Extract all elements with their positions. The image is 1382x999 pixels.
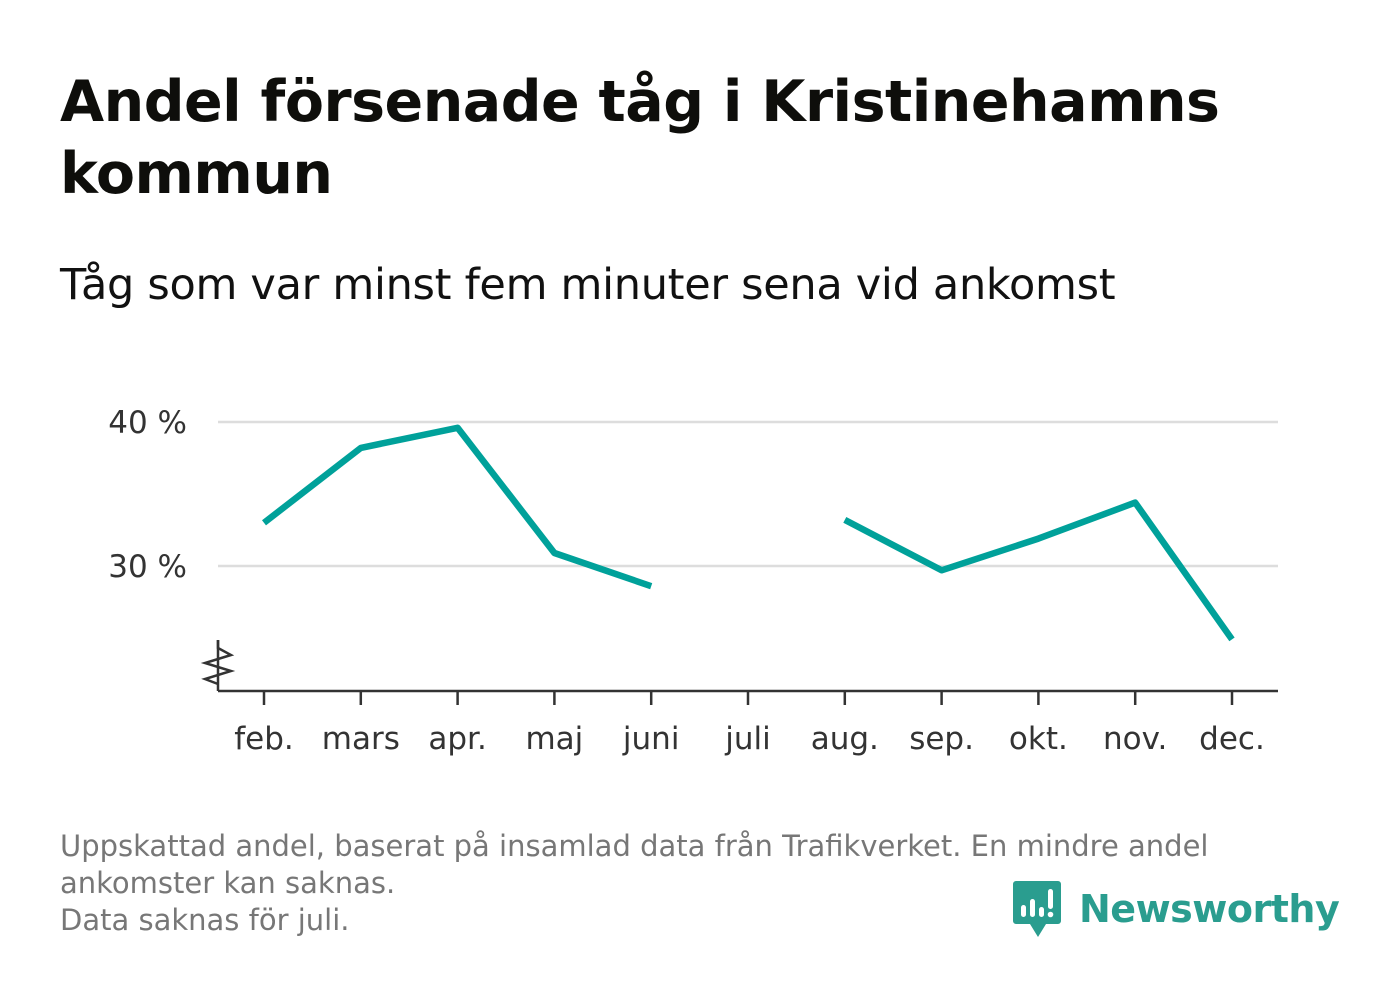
x-tick-label: dec. xyxy=(1199,721,1265,757)
footnote: Uppskattad andel, baserat på insamlad da… xyxy=(60,828,1320,939)
y-tick-label: 30 % xyxy=(108,549,187,585)
x-tick-label: apr. xyxy=(428,721,486,757)
x-tick-label: feb. xyxy=(234,721,294,757)
x-tick-label: sep. xyxy=(909,721,974,757)
brand-logo: Newsworthy xyxy=(1012,878,1340,940)
x-tick-label: okt. xyxy=(1009,721,1068,757)
x-tick-label: juli xyxy=(724,721,771,757)
series-line xyxy=(262,424,1235,642)
chart-subtitle: Tåg som var minst fem minuter sena vid a… xyxy=(60,260,1116,310)
gridlines xyxy=(218,420,1278,568)
x-tick-label: nov. xyxy=(1103,721,1167,757)
newsworthy-logo-icon xyxy=(1013,881,1061,937)
y-tick-label: 40 % xyxy=(108,405,187,441)
x-tick-label: maj xyxy=(525,721,583,757)
chart-title: Andel försenade tåg i Kristinehamns komm… xyxy=(60,69,1220,207)
x-axis xyxy=(200,640,1278,705)
data-series xyxy=(262,424,1235,642)
x-tick-label: aug. xyxy=(811,721,879,757)
line-chart: 30 % 40 % feb. mars apr. maj juni juli aug. sep.… xyxy=(108,405,1278,757)
footnote-line-2: ankomster kan saknas. xyxy=(60,866,396,900)
footnote-line-1: Uppskattad andel, baserat på insamlad da… xyxy=(60,829,1209,863)
brand-name: Newsworthy xyxy=(1079,887,1340,931)
x-tick-label: juni xyxy=(622,721,680,757)
axis-break-icon xyxy=(200,640,236,686)
footnote-line-3: Data saknas för juli. xyxy=(60,903,350,937)
y-axis-labels: 30 % 40 % xyxy=(108,405,187,585)
x-tick-label: mars xyxy=(322,721,400,757)
x-axis-labels: feb. mars apr. maj juni juli aug. sep. okt. nov. d… xyxy=(234,721,1265,757)
